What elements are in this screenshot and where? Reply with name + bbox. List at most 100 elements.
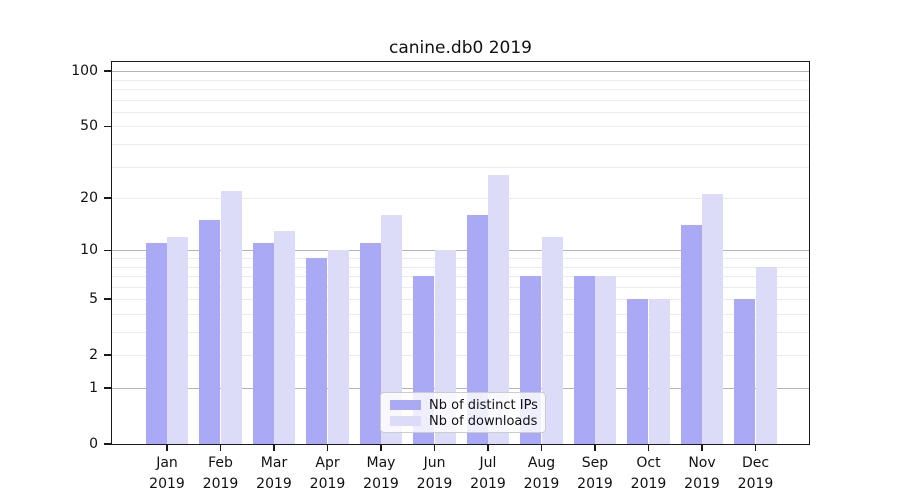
x-tick-label-line: 2019 <box>363 476 399 492</box>
y-tick-label: 20 <box>80 190 98 207</box>
gridline-minor <box>111 276 810 278</box>
y-tick-label: 2 <box>89 347 98 364</box>
x-tick-label-line: Oct <box>636 455 661 471</box>
gridline-minor <box>111 166 810 168</box>
bar-downloads <box>595 276 617 445</box>
x-tick-label: Feb 2019 <box>189 453 253 495</box>
x-tick-label: Aug 2019 <box>510 453 574 495</box>
x-tick-mark <box>380 445 382 451</box>
gridline-minor <box>111 332 810 334</box>
x-tick-mark <box>433 445 436 451</box>
y-tick-label: 100 <box>71 63 98 80</box>
x-tick-label-line: Aug <box>527 455 556 471</box>
bar-distinct-ips <box>734 299 756 445</box>
x-tick-label-line: 2019 <box>470 476 506 492</box>
gridline-minor <box>111 126 810 128</box>
x-tick-mark <box>166 445 168 451</box>
bar-downloads <box>327 250 349 445</box>
y-tick-mark <box>104 70 111 72</box>
x-tick-mark <box>273 445 275 451</box>
gridline-minor <box>111 355 810 357</box>
x-tick-label-line: 2019 <box>684 476 720 492</box>
legend-label-downloads: Nb of downloads <box>429 413 538 429</box>
legend-swatch-downloads <box>390 415 421 427</box>
gridline-minor <box>111 313 810 315</box>
y-tick-mark <box>104 125 111 128</box>
bar-downloads <box>702 194 724 445</box>
x-tick-label-line: 2019 <box>630 476 667 492</box>
x-tick-label: Nov 2019 <box>670 453 734 495</box>
gridline-major <box>111 250 810 252</box>
y-tick-label: 10 <box>80 242 98 259</box>
x-tick-mark <box>594 445 596 451</box>
y-tick-label: 50 <box>80 118 98 135</box>
x-tick-label-line: Jul <box>479 455 497 471</box>
y-tick-mark <box>104 298 111 301</box>
legend: Nb of distinct IPs Nb of downloads <box>380 392 546 433</box>
legend-row-distinct-ips: Nb of distinct IPs <box>390 397 545 413</box>
y-tick-mark <box>104 354 111 357</box>
x-tick-label-line: Apr <box>315 455 340 471</box>
x-tick-label-line: 2019 <box>737 476 774 492</box>
x-tick-label: Oct 2019 <box>617 453 681 495</box>
x-tick-label: Jul 2019 <box>456 453 520 495</box>
x-tick-label-line: 2019 <box>577 476 613 492</box>
y-tick-label: 5 <box>89 291 98 308</box>
x-tick-label-line: Jun <box>423 455 446 471</box>
bar-distinct-ips <box>145 243 167 445</box>
bar-distinct-ips <box>359 243 381 445</box>
x-tick-mark <box>487 445 489 451</box>
bar-downloads <box>755 266 777 445</box>
bar-downloads <box>541 236 563 445</box>
y-tick-mark <box>104 249 111 252</box>
bar-downloads <box>220 190 242 445</box>
gridline-minor <box>111 266 810 268</box>
bar-distinct-ips <box>199 220 221 445</box>
bar-downloads <box>648 299 670 445</box>
x-tick-mark <box>326 445 329 451</box>
x-tick-label-line: 2019 <box>309 476 346 492</box>
y-tick-mark <box>104 197 111 199</box>
x-tick-label: Sep 2019 <box>563 453 627 495</box>
x-tick-label-line: Jan <box>156 455 178 471</box>
bar-distinct-ips <box>680 225 702 445</box>
gridline-major <box>111 388 810 389</box>
x-tick-label: Apr 2019 <box>296 453 360 495</box>
gridline-major <box>111 71 810 73</box>
y-tick-mark <box>104 387 111 389</box>
gridline-minor <box>111 89 810 91</box>
x-tick-mark <box>701 445 703 451</box>
x-tick-label: May 2019 <box>349 453 413 495</box>
bar-distinct-ips <box>627 299 649 445</box>
x-tick-mark <box>219 445 222 451</box>
x-tick-mark <box>540 445 543 451</box>
gridline-minor <box>111 111 810 113</box>
legend-label-distinct-ips: Nb of distinct IPs <box>429 397 538 413</box>
legend-row-downloads: Nb of downloads <box>390 413 545 429</box>
y-tick-mark <box>104 443 111 445</box>
gridline-minor <box>111 99 810 101</box>
bar-downloads <box>167 236 189 445</box>
chart-title: canine.db0 2019 <box>389 38 532 58</box>
x-tick-label-line: Mar <box>260 455 288 471</box>
x-tick-label: Jun 2019 <box>403 453 467 495</box>
x-tick-mark <box>647 445 650 451</box>
y-tick-label: 1 <box>89 380 98 396</box>
x-tick-mark <box>754 445 757 451</box>
x-tick-label-line: Feb <box>208 455 233 471</box>
bar-distinct-ips <box>466 215 488 445</box>
gridline-minor <box>111 144 810 146</box>
x-tick-label-line: Sep <box>581 455 609 471</box>
bar-downloads <box>488 174 510 445</box>
x-tick-label-line: Dec <box>741 455 770 471</box>
x-tick-label-line: 2019 <box>256 476 292 492</box>
x-tick-label-line: 2019 <box>416 476 453 492</box>
gridline-minor <box>111 286 810 288</box>
bar-distinct-ips <box>252 243 274 445</box>
gridline-minor <box>111 258 810 259</box>
plot-area: Nb of distinct IPs Nb of downloads <box>111 61 810 445</box>
x-tick-label-line: 2019 <box>523 476 560 492</box>
x-tick-label: Dec 2019 <box>724 453 788 495</box>
x-tick-label: Mar 2019 <box>242 453 306 495</box>
